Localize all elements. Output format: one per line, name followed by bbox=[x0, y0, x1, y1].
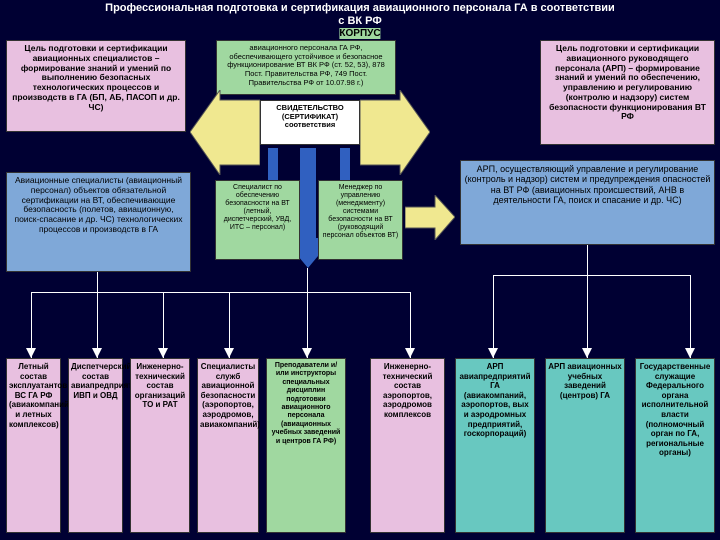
blue-bar-2 bbox=[340, 148, 350, 183]
connector bbox=[493, 275, 690, 276]
blue-bar-1 bbox=[268, 148, 278, 183]
mid-center-right: Менеджер по управлению (менеджменту) сис… bbox=[318, 180, 403, 260]
arrow-right-small-icon bbox=[405, 195, 455, 240]
mid-left-spec: Авиационные специалисты (авиационный пер… bbox=[6, 172, 191, 272]
connector bbox=[97, 272, 98, 292]
connector bbox=[587, 275, 588, 358]
connector bbox=[493, 275, 494, 358]
bottom-box-4: Преподаватели и/или инструкторы специаль… bbox=[266, 358, 346, 533]
connector bbox=[587, 245, 588, 275]
arrowhead-icon bbox=[158, 348, 168, 358]
bottom-box-6: АРП авиапредприятий ГА (авиакомпаний, аэ… bbox=[455, 358, 535, 533]
bottom-box-2: Инженерно-технический состав организаций… bbox=[130, 358, 190, 533]
bottom-box-5: Инженерно-технический состав аэропортов,… bbox=[370, 358, 445, 533]
title-line2: с ВК РФ bbox=[338, 15, 381, 27]
bottom-box-3: Специалисты служб авиационной безопаснос… bbox=[197, 358, 259, 533]
arrow-left-icon bbox=[190, 90, 260, 175]
connector bbox=[31, 292, 411, 293]
arrowhead-icon bbox=[488, 348, 498, 358]
corpus-label: КОРПУС bbox=[339, 28, 380, 39]
top-right-goal: Цель подготовки и сертификации авиационн… bbox=[540, 40, 715, 145]
bottom-box-1: Диспетчерский состав авиапредприятий ИВП… bbox=[68, 358, 123, 533]
mid-right-spec: АРП, осуществляющий управление и регулир… bbox=[460, 160, 715, 245]
arrowhead-icon bbox=[302, 348, 312, 358]
top-center-desc: авиационного персонала ГА РФ, обеспечива… bbox=[216, 40, 396, 95]
certificate-box: СВИДЕТЕЛЬСТВО (СЕРТИФИКАТ) соответствия bbox=[260, 100, 360, 145]
top-left-goal: Цель подготовки и сертификации авиационн… bbox=[6, 40, 186, 132]
arrowhead-icon bbox=[582, 348, 592, 358]
arrowhead-icon bbox=[92, 348, 102, 358]
mid-center-left: Специалист по обеспечению безопасности н… bbox=[215, 180, 300, 260]
bottom-box-7: АРП авиационных учебных заведений (центр… bbox=[545, 358, 625, 533]
arrowhead-icon bbox=[685, 348, 695, 358]
bottom-box-8: Государственные служащие Федерального ор… bbox=[635, 358, 715, 533]
connector bbox=[307, 268, 308, 358]
title-line1: Профессиональная подготовка и сертификац… bbox=[105, 2, 615, 14]
connector bbox=[690, 275, 691, 358]
arrowhead-icon bbox=[405, 348, 415, 358]
arrow-right-icon bbox=[360, 90, 430, 175]
bottom-box-0: Летный состав эксплуатантов ВС ГА РФ (ав… bbox=[6, 358, 61, 533]
main-title: Профессиональная подготовка и сертификац… bbox=[0, 2, 720, 28]
arrowhead-icon bbox=[26, 348, 36, 358]
arrowhead-icon bbox=[224, 348, 234, 358]
